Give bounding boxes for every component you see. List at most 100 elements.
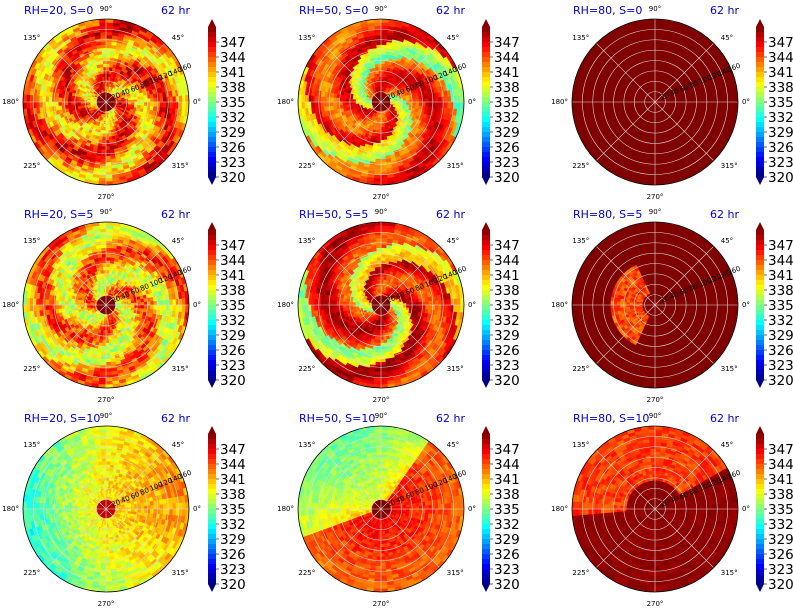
colorbar-tick-label: 347 <box>494 35 520 51</box>
heatmap-cell <box>380 66 385 71</box>
colorbar-segment <box>208 87 216 93</box>
heatmap-cell <box>73 98 78 103</box>
colorbar-segment <box>482 137 490 143</box>
angular-tick-label: 180° <box>2 98 19 106</box>
colorbar-segment <box>482 72 490 78</box>
heatmap-cell <box>100 44 107 49</box>
heatmap-cell <box>100 47 107 52</box>
heatmap-cell <box>101 149 107 154</box>
colorbar-segment <box>208 127 216 133</box>
angular-tick-label: 225° <box>298 162 315 170</box>
polar-frame <box>22 18 190 186</box>
heatmap-cell <box>418 101 423 106</box>
heatmap-cell <box>651 130 656 135</box>
heatmap-cell <box>376 56 382 61</box>
colorbar-segment <box>482 57 490 63</box>
colorbar-segment <box>482 67 490 73</box>
heatmap-cell <box>323 101 328 108</box>
heatmap-cell <box>105 158 112 163</box>
heatmap-cell <box>425 101 430 107</box>
heatmap-cell <box>377 136 382 141</box>
heatmap-cell <box>613 101 618 106</box>
heatmap-cell <box>64 101 69 106</box>
colorbar-extend-min <box>208 177 216 185</box>
heatmap-cell <box>415 101 420 106</box>
heatmap-cell <box>380 143 386 148</box>
heatmap-cell <box>103 123 107 128</box>
colorbar-segment <box>482 82 490 88</box>
heatmap-cell <box>651 139 656 144</box>
panel-title: RH=50, S=0 <box>299 4 368 17</box>
heatmap-cell <box>105 149 111 154</box>
angular-tick-label: 225° <box>23 162 40 170</box>
colorbar-segment <box>482 142 490 148</box>
heatmap-cell <box>105 63 110 68</box>
heatmap-cell <box>101 146 107 151</box>
angular-tick-label: 270° <box>373 193 390 201</box>
heatmap-cell <box>650 146 656 151</box>
heatmap-cell <box>696 97 701 103</box>
heatmap-cell <box>76 99 81 103</box>
radial-tick-label: 20 <box>110 91 121 102</box>
heatmap-cell <box>375 155 382 160</box>
colorbar-tick-label: 341 <box>220 65 246 81</box>
heatmap-cell <box>185 101 189 110</box>
heatmap-cell <box>348 98 353 103</box>
colorbar-segment <box>482 157 490 163</box>
heatmap-cell <box>320 96 325 103</box>
heatmap-cell <box>375 44 382 49</box>
heatmap-cell <box>650 53 656 58</box>
colorbar-segment <box>208 122 216 128</box>
heatmap-cell <box>105 50 111 55</box>
colorbar-segment <box>208 72 216 78</box>
heatmap-field <box>23 19 189 185</box>
heatmap-cell <box>654 66 659 71</box>
colorbar-tick-label: 320 <box>220 170 246 186</box>
heatmap-cell <box>654 63 659 68</box>
heatmap-cell <box>137 101 142 106</box>
heatmap-cell <box>609 97 614 103</box>
heatmap-cell <box>127 101 132 105</box>
heatmap-cell <box>375 152 382 157</box>
heatmap-cell <box>625 99 630 103</box>
heatmap-cell <box>683 101 688 106</box>
heatmap-cell <box>156 96 161 103</box>
colorbar-segment <box>482 122 490 128</box>
panel-time-label: 62 hr <box>161 4 190 17</box>
colorbar-tick-label: 332 <box>220 110 246 126</box>
heatmap-cell <box>332 97 337 103</box>
heatmap-cell <box>609 101 614 107</box>
colorbar-segment <box>208 97 216 103</box>
colorbar-tick-label: 347 <box>220 35 246 51</box>
heatmap-cell <box>654 72 658 77</box>
heatmap-cell <box>105 143 111 148</box>
colorbar-segment <box>482 37 490 43</box>
colorbar-segment <box>208 37 216 43</box>
colorbar-tick-label: 341 <box>494 65 520 81</box>
heatmap-cell <box>332 101 337 107</box>
heatmap-cell <box>380 47 387 52</box>
heatmap-cell <box>105 152 112 157</box>
heatmap-cell <box>377 133 382 138</box>
heatmap-cell <box>696 101 701 107</box>
heatmap-cell <box>98 181 107 185</box>
heatmap-cell <box>342 98 347 103</box>
colorbar-segment <box>482 62 490 68</box>
heatmap-cell <box>606 97 611 103</box>
colorbar-extend-min <box>482 177 490 185</box>
heatmap-cell <box>105 146 111 151</box>
heatmap-cell <box>45 101 50 108</box>
heatmap-cell <box>54 97 59 103</box>
heatmap-cell <box>159 96 164 103</box>
colorbar-tick-label: 344 <box>494 50 520 66</box>
colorbar-segment <box>482 167 490 173</box>
colorbar-segment <box>482 92 490 98</box>
heatmap-cell <box>409 101 414 106</box>
heatmap-cell <box>375 158 382 163</box>
colorbar-segment <box>208 67 216 73</box>
heatmap-cell <box>380 72 384 77</box>
panel-title: RH=20, S=0 <box>24 4 93 17</box>
heatmap-cell <box>105 76 109 81</box>
heatmap-cell <box>622 98 627 103</box>
